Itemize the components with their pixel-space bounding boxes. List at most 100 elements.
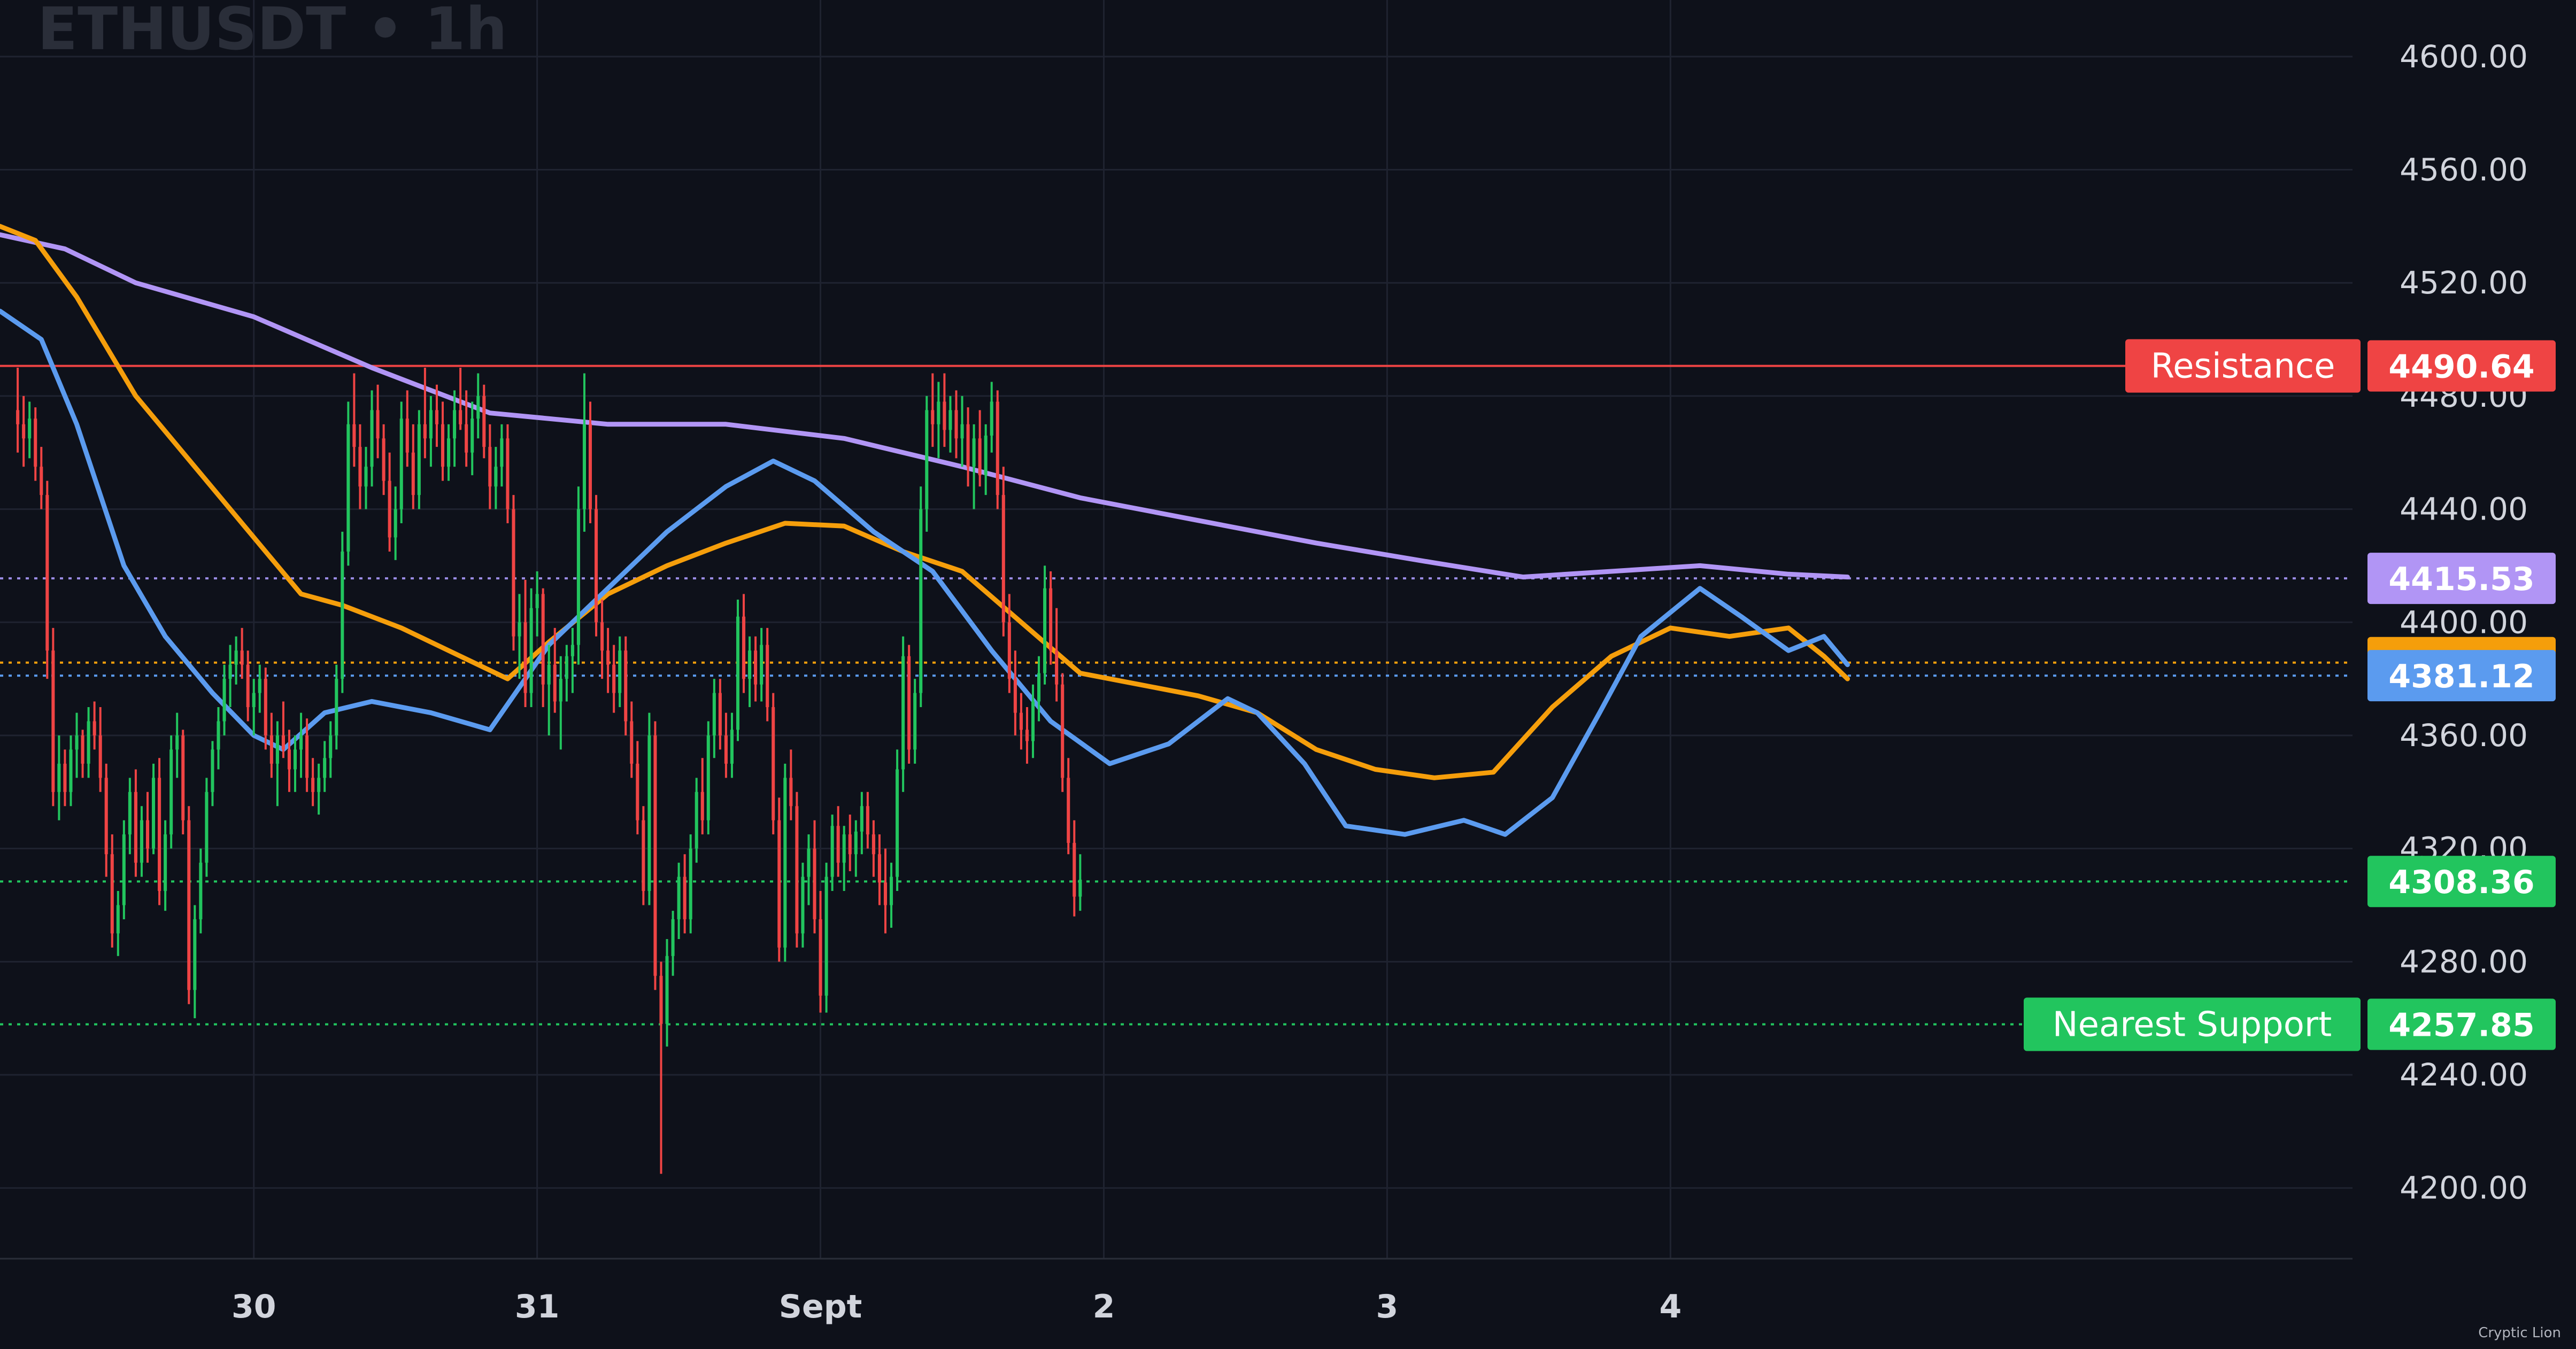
- candle-body: [287, 749, 291, 770]
- candle-body: [134, 792, 137, 863]
- candle: [866, 792, 869, 849]
- price-badge-value: 4257.85: [2388, 1007, 2534, 1044]
- price-badge-bg: [2367, 856, 2556, 908]
- candle-body: [570, 645, 574, 656]
- candle-body: [766, 645, 769, 708]
- candle: [570, 627, 574, 693]
- candle: [264, 667, 267, 750]
- candle: [883, 848, 888, 934]
- candle-body: [317, 778, 321, 792]
- candle: [518, 594, 521, 679]
- candle-body: [81, 735, 84, 764]
- candle: [830, 815, 834, 891]
- candle: [754, 636, 758, 702]
- candle-body: [140, 820, 143, 863]
- candle-body: [305, 735, 309, 778]
- price-tick-label: 4280.00: [2400, 943, 2528, 980]
- chart-title: ETHUSDT • 1h: [37, 0, 507, 63]
- candle-body: [683, 877, 687, 919]
- candle: [913, 679, 917, 764]
- candle-body: [559, 679, 562, 702]
- candle: [104, 763, 108, 877]
- candle: [122, 820, 126, 919]
- price-tick-label: 4440.00: [2400, 491, 2528, 528]
- candle-body: [937, 401, 940, 424]
- price-badge: 4415.53: [2367, 553, 2556, 604]
- candle-body: [358, 447, 362, 487]
- candle-body: [98, 735, 102, 778]
- candle: [606, 627, 610, 693]
- candle-body: [860, 806, 863, 832]
- candle-body: [205, 792, 209, 863]
- candle: [984, 424, 988, 495]
- candle-body: [595, 509, 598, 623]
- candle: [541, 588, 545, 708]
- candle-body: [341, 551, 344, 679]
- candle: [258, 664, 261, 713]
- moving-average-line-2: [0, 308, 1850, 837]
- candle: [789, 749, 793, 820]
- candle: [772, 693, 775, 835]
- candle: [689, 834, 692, 934]
- candle: [435, 384, 438, 447]
- candle: [642, 806, 645, 905]
- candle-body: [447, 438, 451, 467]
- candle-body: [1055, 650, 1059, 685]
- candle: [801, 863, 805, 948]
- candle: [1073, 820, 1076, 917]
- candle-body: [1013, 679, 1017, 713]
- candle-body: [642, 820, 645, 891]
- candle: [677, 863, 681, 939]
- candle: [671, 911, 675, 976]
- candle-body: [269, 735, 273, 764]
- candle-body: [476, 396, 480, 419]
- candle-body: [394, 509, 397, 538]
- candle-body: [145, 820, 150, 849]
- candle: [1037, 656, 1041, 722]
- candle-body: [600, 622, 604, 651]
- candle-body: [1007, 622, 1011, 679]
- price-badge-bg: [2367, 553, 2556, 604]
- candle: [700, 758, 704, 835]
- candle-body: [1061, 684, 1065, 778]
- candle: [559, 656, 562, 750]
- candle-body: [588, 424, 592, 509]
- candle: [783, 763, 787, 962]
- candle: [996, 390, 999, 509]
- candle: [57, 735, 61, 820]
- candle: [128, 778, 132, 855]
- price-badge: 4381.12: [2367, 650, 2556, 702]
- candle: [972, 424, 976, 509]
- price-badge: 4490.64: [2367, 340, 2556, 392]
- candle-body: [618, 650, 622, 693]
- candle: [1043, 565, 1047, 685]
- candle-body: [730, 730, 734, 764]
- candle-body: [175, 735, 179, 750]
- candle-body: [500, 438, 504, 467]
- candle-body: [842, 834, 846, 863]
- candle-body: [518, 622, 521, 637]
- candle-body: [494, 467, 498, 487]
- candle: [246, 650, 250, 722]
- candle-body: [996, 401, 999, 495]
- candle-body: [370, 410, 374, 467]
- price-badge-value: 4415.53: [2388, 561, 2534, 598]
- candle: [87, 707, 90, 778]
- candle: [1067, 758, 1070, 855]
- candle: [158, 758, 161, 905]
- candle-body: [801, 877, 805, 934]
- candle: [636, 741, 639, 835]
- candle: [482, 384, 486, 459]
- level-name-badge-bg: [2125, 339, 2361, 393]
- price-tick-label: 4200.00: [2400, 1170, 2528, 1206]
- candle: [164, 820, 167, 911]
- candle: [529, 588, 533, 708]
- time-tick-label: 3: [1376, 1288, 1399, 1325]
- candle-body: [854, 831, 858, 855]
- candle: [565, 645, 568, 702]
- candle-body: [87, 721, 90, 764]
- candle: [1055, 608, 1059, 702]
- candle: [842, 826, 846, 891]
- candle-body: [1001, 495, 1005, 623]
- price-badges: 4490.64Resistance4415.534385.734381.1243…: [2024, 339, 2556, 1051]
